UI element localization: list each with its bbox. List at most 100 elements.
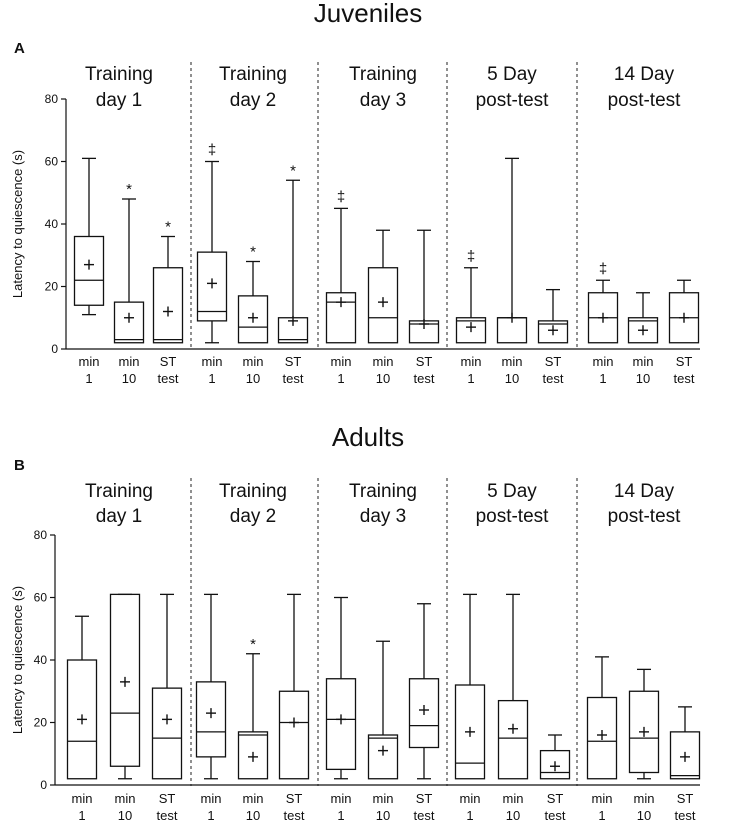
category-label: test [414,808,435,821]
significance-mark: ‡ [208,142,216,159]
box-plot: min 10 [109,593,141,821]
y-axis-label: Latency to quiescence (s) [10,586,25,734]
group-title: post-test [476,90,550,111]
box-iqr [109,593,141,767]
category-label: min [201,791,222,806]
category-label: ST [677,791,694,806]
box-iqr [367,734,399,780]
category-label: ST [416,354,433,369]
category-label: test [674,371,695,386]
panel-label: A [14,40,25,57]
category-label: min [331,354,352,369]
category-label: ST [416,791,433,806]
box-plot: * ST test [152,219,184,386]
y-tick-label: 80 [45,92,59,106]
y-axis-label: Latency to quiescence (s) [10,150,25,298]
category-label: min [373,791,394,806]
group-title: post-test [608,506,682,527]
box-plot: ST test [151,593,183,821]
category-label: 1 [208,371,215,386]
box-iqr [278,690,310,780]
significance-mark: * [126,181,132,198]
box-iqr [195,681,227,758]
box-iqr [113,301,145,344]
y-tick-label: 60 [34,591,48,605]
category-label: 10 [376,808,390,821]
box-iqr [628,690,660,774]
significance-mark: * [290,162,296,179]
y-tick-label: 20 [34,716,48,730]
box-iqr [237,731,269,780]
category-label: min [72,791,93,806]
category-label: 10 [636,371,650,386]
category-label: test [545,808,566,821]
category-label: min [79,354,100,369]
category-label: min [119,354,140,369]
box-iqr [455,317,487,344]
category-label: 10 [506,808,520,821]
y-tick-label: 40 [34,653,48,667]
category-label: ST [676,354,693,369]
significance-mark: ‡ [467,248,475,265]
box-plot: ‡ min 1 [325,188,357,386]
group-title: 5 Day [487,64,537,85]
group-title: 5 Day [487,481,537,502]
group-title: day 3 [360,506,406,527]
group-title: day 1 [96,90,142,111]
category-label: min [593,354,614,369]
box-iqr [497,699,529,780]
category-label: 10 [637,808,651,821]
box-iqr [73,235,105,306]
category-label: 1 [598,808,605,821]
significance-mark: * [250,244,256,261]
category-label: 1 [85,371,92,386]
box-iqr [537,320,569,344]
box-plot: min 1 [195,593,227,821]
box-plot: * min 10 [237,636,269,821]
category-label: 1 [466,808,473,821]
box-iqr [151,687,183,780]
category-label: test [414,371,435,386]
category-label: test [675,808,696,821]
box-iqr [669,731,701,780]
category-label: ST [160,354,177,369]
box-plot: ST test [408,229,440,386]
y-tick-label: 0 [51,342,58,356]
category-label: test [158,371,179,386]
category-label: 1 [78,808,85,821]
box-plot: min 1 [454,593,486,821]
group-title: Training [349,481,417,502]
panel-adults: Adults B 0 20 40 60 80 Latency to quiescence (s… [10,422,701,821]
category-label: min [633,354,654,369]
group-title: Training [85,64,153,85]
category-label: min [592,791,613,806]
group-title: Training [219,64,287,85]
significance-mark: * [250,636,256,653]
box-plot: * min 10 [237,244,269,386]
group-title: day 2 [230,90,276,111]
box-iqr [237,295,269,344]
category-label: 1 [337,808,344,821]
category-label: min [461,354,482,369]
chart-title: Juveniles [314,0,422,28]
box-plot: min 1 [66,615,98,821]
category-label: test [543,371,564,386]
category-label: 10 [376,371,390,386]
category-label: min [634,791,655,806]
category-label: ST [159,791,176,806]
significance-mark: ‡ [337,188,345,205]
box-plot: ‡ min 1 [455,248,487,386]
group-title: day 1 [96,506,142,527]
group-title: day 2 [230,506,276,527]
box-iqr [586,696,618,780]
category-label: ST [286,791,303,806]
box-plot: ST test [408,603,440,821]
box-plot: min 10 [496,157,528,386]
category-label: 10 [246,371,260,386]
group-title: 14 Day [614,64,675,85]
box-plot: ST test [669,706,701,821]
chart-title: Adults [332,422,404,452]
box-plot: ST test [539,734,571,821]
box-plot: * min 10 [113,181,145,386]
